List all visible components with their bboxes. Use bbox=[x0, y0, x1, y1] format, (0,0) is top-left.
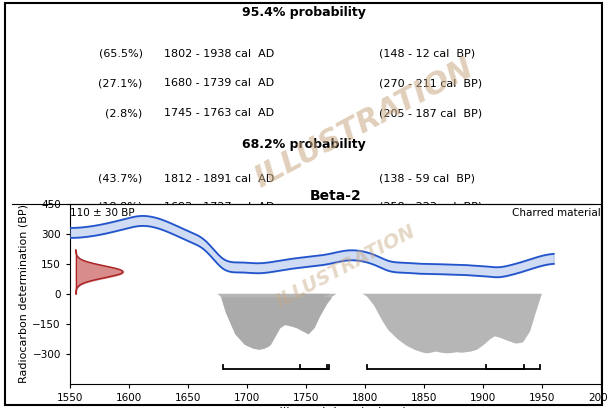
Text: 1812 - 1891 cal  AD: 1812 - 1891 cal AD bbox=[164, 174, 274, 184]
Text: (65.5%): (65.5%) bbox=[99, 49, 143, 59]
Text: 95.4% probability: 95.4% probability bbox=[242, 7, 365, 19]
X-axis label: Calibrated date (cal AD): Calibrated date (cal AD) bbox=[264, 407, 407, 408]
Text: 1802 - 1938 cal  AD: 1802 - 1938 cal AD bbox=[164, 49, 274, 59]
Text: (5.7%): (5.7%) bbox=[106, 229, 143, 239]
Text: (148 - 12 cal  BP): (148 - 12 cal BP) bbox=[379, 49, 475, 59]
Text: 110 ± 30 BP: 110 ± 30 BP bbox=[70, 208, 134, 218]
Text: Charred material: Charred material bbox=[512, 208, 601, 218]
Text: 1692 - 1727 cal  AD: 1692 - 1727 cal AD bbox=[164, 202, 274, 212]
Text: (43.7%): (43.7%) bbox=[98, 174, 143, 184]
Text: 1908 - 1919 cal  AD: 1908 - 1919 cal AD bbox=[164, 229, 274, 239]
Text: (18.8%): (18.8%) bbox=[98, 202, 143, 212]
Text: (205 - 187 cal  BP): (205 - 187 cal BP) bbox=[379, 108, 483, 118]
Text: 68.2% probability: 68.2% probability bbox=[242, 138, 365, 151]
Text: 1745 - 1763 cal  AD: 1745 - 1763 cal AD bbox=[164, 108, 274, 118]
Text: (258 - 223 cal  BP): (258 - 223 cal BP) bbox=[379, 202, 483, 212]
Text: ILLUSTRATION: ILLUSTRATION bbox=[273, 222, 419, 312]
Title: Beta-2: Beta-2 bbox=[310, 189, 361, 203]
Text: (42 - 31 cal  BP): (42 - 31 cal BP) bbox=[379, 229, 469, 239]
Y-axis label: Radiocarbon determination (BP): Radiocarbon determination (BP) bbox=[18, 204, 28, 383]
Text: (2.8%): (2.8%) bbox=[106, 108, 143, 118]
Polygon shape bbox=[217, 294, 336, 349]
Text: 1680 - 1739 cal  AD: 1680 - 1739 cal AD bbox=[164, 78, 274, 89]
Text: ILLUSTRATION: ILLUSTRATION bbox=[250, 53, 478, 193]
Text: (138 - 59 cal  BP): (138 - 59 cal BP) bbox=[379, 174, 475, 184]
Text: (270 - 211 cal  BP): (270 - 211 cal BP) bbox=[379, 78, 483, 89]
Polygon shape bbox=[362, 294, 542, 353]
Polygon shape bbox=[300, 294, 330, 304]
Text: (27.1%): (27.1%) bbox=[98, 78, 143, 89]
